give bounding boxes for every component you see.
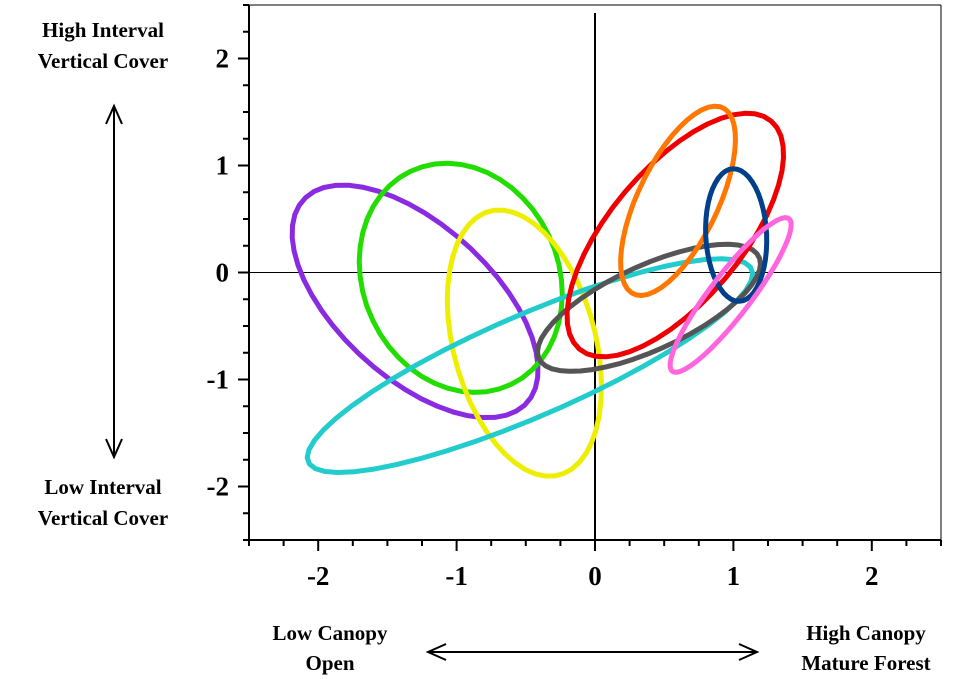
x-tick-label: -2 (307, 561, 330, 591)
ellipse-7 (618, 103, 738, 298)
reference-lines (249, 13, 941, 540)
vertical-double-arrow-icon (105, 103, 123, 460)
axis-ticks (238, 4, 942, 551)
x-low-label-line2: Open (305, 651, 354, 675)
tick-labels: -2 -1 0 1 2 -2 -1 0 1 2 (207, 44, 879, 592)
ellipse-8 (703, 166, 770, 304)
x-tick-label: -1 (445, 561, 468, 591)
x-tick-label: 2 (865, 561, 879, 591)
ellipse-6 (564, 110, 786, 360)
ellipse-1 (289, 182, 541, 420)
x-tick-label: 1 (727, 561, 741, 591)
y-low-label-line2: Vertical Cover (38, 506, 168, 530)
ellipse-2 (356, 160, 565, 395)
y-tick-label: 2 (216, 44, 230, 74)
ellipse-3 (444, 207, 604, 479)
ellipse-9 (667, 215, 794, 375)
horizontal-double-arrow-icon (425, 643, 760, 661)
x-high-label-line2: Mature Forest (801, 651, 930, 675)
y-tick-label: -2 (207, 472, 230, 502)
y-tick-label: 1 (216, 151, 230, 181)
y-tick-label: 0 (216, 258, 230, 288)
ellipse-series (289, 103, 794, 479)
y-high-label-line1: High Interval (42, 18, 164, 42)
x-low-label-line1: Low Canopy (273, 621, 388, 645)
x-tick-label: 0 (588, 561, 602, 591)
x-high-label-line1: High Canopy (806, 621, 926, 645)
y-tick-label: -1 (207, 365, 230, 395)
y-low-label-line1: Low Interval (44, 475, 161, 499)
y-high-label-line2: Vertical Cover (38, 49, 168, 73)
